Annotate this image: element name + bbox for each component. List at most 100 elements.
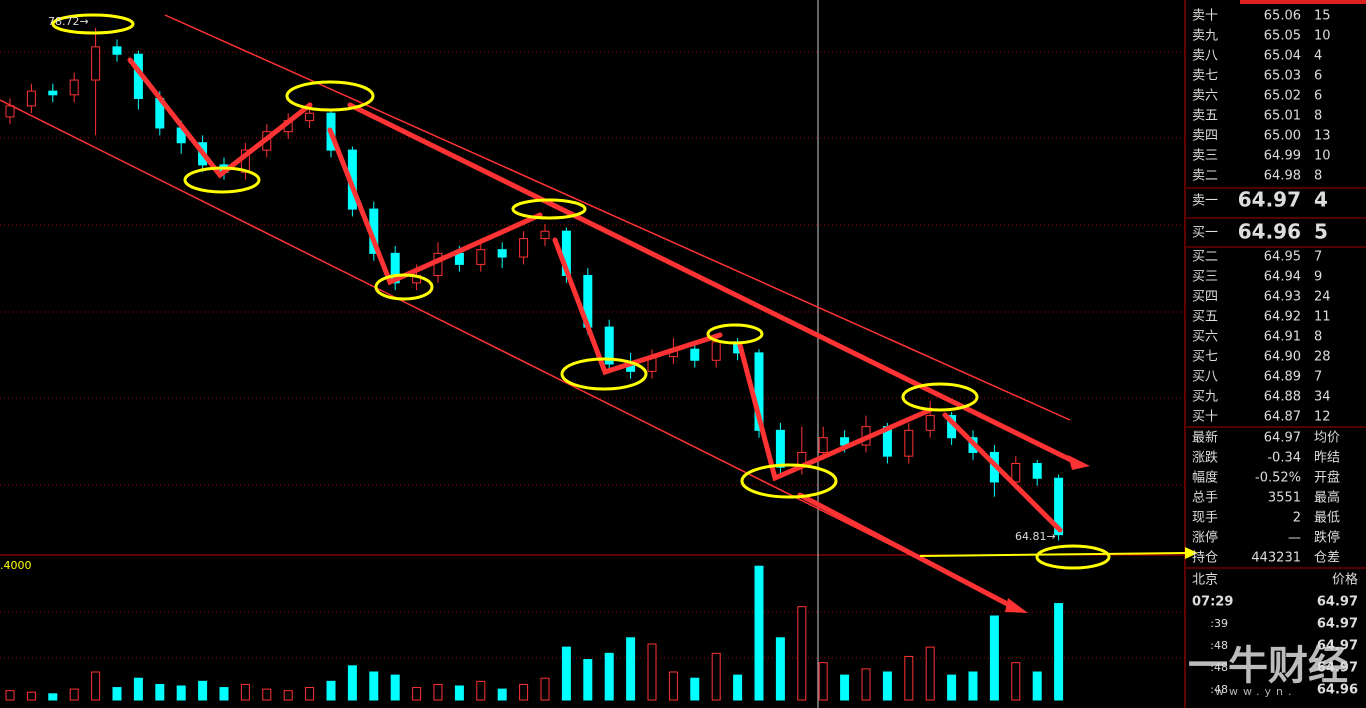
candle-body xyxy=(91,46,101,81)
volume-bar xyxy=(412,687,422,701)
book-price: 64.97 xyxy=(1238,188,1301,212)
stat-label2: 最低 xyxy=(1314,511,1340,526)
stat-label: 持仓 xyxy=(1192,551,1218,566)
volume-bar xyxy=(91,671,101,701)
trade-time: :48 xyxy=(1210,639,1228,652)
volume-bar xyxy=(711,652,721,701)
volume-bar xyxy=(989,615,999,701)
volume-bar xyxy=(176,685,186,701)
trade-time: :48 xyxy=(1210,683,1228,696)
book-label: 买八 xyxy=(1192,370,1218,385)
trade-price: 64.97 xyxy=(1317,661,1358,676)
trades-header: 北京 xyxy=(1192,573,1218,588)
book-label: 卖五 xyxy=(1192,109,1218,124)
book-volume: 7 xyxy=(1314,250,1322,265)
stat-label2: 均价 xyxy=(1314,431,1340,446)
volume-bar xyxy=(497,688,507,701)
book-volume: 5 xyxy=(1314,220,1328,244)
candle-body xyxy=(1032,463,1042,479)
stat-label2: 开盘 xyxy=(1314,470,1340,486)
candle-body xyxy=(519,238,529,258)
book-label: 卖九 xyxy=(1192,29,1218,44)
candle-body xyxy=(497,249,507,258)
book-label: 卖四 xyxy=(1192,129,1218,144)
stat-label: 涨跌 xyxy=(1192,450,1218,466)
book-volume: 8 xyxy=(1314,169,1322,184)
volume-bar xyxy=(861,668,871,701)
trade-price: 64.97 xyxy=(1317,639,1358,654)
book-volume: 6 xyxy=(1314,69,1322,84)
volume-bar xyxy=(818,662,828,701)
candle-body xyxy=(775,429,785,468)
book-label: 买二 xyxy=(1192,250,1218,265)
book-volume: 28 xyxy=(1314,350,1331,365)
volume-bar xyxy=(904,655,914,701)
book-label: 买四 xyxy=(1192,290,1218,305)
trade-time: 07:29 xyxy=(1192,595,1233,610)
book-volume: 4 xyxy=(1314,188,1328,212)
trade-time: :48 xyxy=(1210,661,1228,674)
volume-bar xyxy=(5,690,15,701)
volume-bar xyxy=(347,665,357,701)
book-volume: 12 xyxy=(1314,410,1331,425)
book-price: 64.92 xyxy=(1264,310,1301,325)
candle-body xyxy=(69,79,79,96)
book-volume: 13 xyxy=(1314,129,1331,144)
volume-bar xyxy=(775,637,785,701)
annotations xyxy=(0,14,1090,613)
stat-label2: 昨结 xyxy=(1314,451,1340,466)
book-volume: 15 xyxy=(1314,9,1331,24)
book-label: 买三 xyxy=(1192,270,1218,285)
trade-price: 64.97 xyxy=(1317,595,1358,610)
book-volume: 8 xyxy=(1314,330,1322,345)
watermark-brand: 一牛财经 xyxy=(1188,643,1348,689)
volume-bar xyxy=(155,683,165,701)
book-price: 64.88 xyxy=(1264,390,1301,405)
volume-bar xyxy=(626,637,636,701)
highlights xyxy=(51,13,1198,570)
volume-bar xyxy=(647,643,657,701)
book-price: 64.87 xyxy=(1264,410,1301,425)
volume-axis-label: .4000 xyxy=(0,559,32,572)
candle-body xyxy=(540,230,550,240)
book-label: 卖七 xyxy=(1192,69,1218,84)
stat-value: 3551 xyxy=(1268,491,1301,506)
book-label: 买九 xyxy=(1192,390,1218,405)
book-label: 卖三 xyxy=(1192,149,1218,164)
volume-bar xyxy=(433,683,443,701)
book-volume: 11 xyxy=(1314,310,1331,325)
book-price: 64.93 xyxy=(1264,290,1301,305)
book-label: 卖六 xyxy=(1192,89,1218,104)
volume-bar xyxy=(840,674,850,701)
volume-bar xyxy=(733,674,743,701)
book-price: 65.06 xyxy=(1264,9,1301,24)
book-price: 64.96 xyxy=(1238,220,1301,244)
volume-bar xyxy=(476,680,486,701)
volume-bar xyxy=(390,674,400,701)
candle-body xyxy=(112,46,122,55)
book-label: 卖一 xyxy=(1192,194,1218,209)
volume-bar xyxy=(283,690,293,701)
volume-bar xyxy=(519,683,529,701)
book-price: 64.89 xyxy=(1264,370,1301,385)
book-label: 卖二 xyxy=(1192,169,1218,184)
candle-body xyxy=(26,90,36,107)
book-price: 64.98 xyxy=(1264,169,1301,184)
candle-body xyxy=(711,341,721,361)
book-price: 65.03 xyxy=(1264,69,1301,84)
stat-value: — xyxy=(1288,531,1301,546)
candle-body xyxy=(604,326,614,365)
volume-bar xyxy=(925,646,935,701)
volume-bar xyxy=(604,652,614,701)
candle-body xyxy=(754,352,764,431)
book-label: 买七 xyxy=(1192,350,1218,365)
book-label: 买一 xyxy=(1192,226,1218,241)
candle-body xyxy=(5,105,15,118)
candle-body xyxy=(305,112,315,122)
volume-bar xyxy=(583,659,593,701)
book-price: 65.04 xyxy=(1264,49,1301,64)
volume-bar xyxy=(968,671,978,701)
trades-header: 价格 xyxy=(1332,572,1358,588)
book-volume: 6 xyxy=(1314,89,1322,104)
